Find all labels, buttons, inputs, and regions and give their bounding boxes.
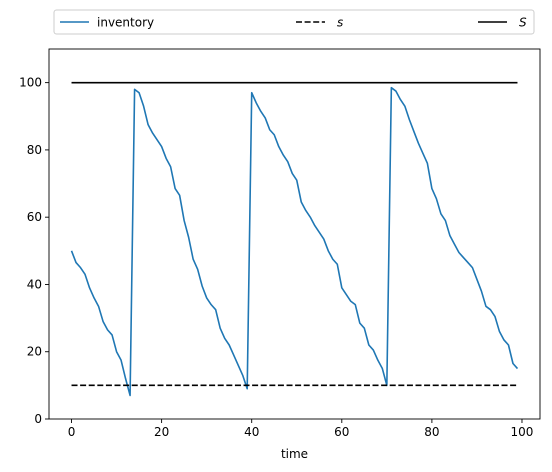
axes: 0 20 40 60 80 100 0 20 40 60 80 100 time <box>19 48 541 461</box>
legend-label-2: S <box>519 16 527 30</box>
y-tick-label: 60 <box>27 210 42 224</box>
axes-frame <box>48 48 541 420</box>
y-tick-label: 20 <box>27 345 42 359</box>
series-line-inventory <box>70 86 519 397</box>
x-tick-label: 20 <box>154 425 169 439</box>
y-tick-label: 40 <box>27 277 42 291</box>
x-tick-label: 60 <box>334 425 349 439</box>
legend-box <box>53 9 535 35</box>
y-tick-label: 0 <box>34 412 42 426</box>
legend-label-0: inventory <box>97 16 154 30</box>
y-tick-label: 100 <box>19 76 42 90</box>
x-tick-label: 80 <box>424 425 439 439</box>
plot-area <box>70 81 519 397</box>
x-axis-label: time <box>281 447 308 461</box>
legend-label-1: s <box>337 16 343 30</box>
x-tick-label: 100 <box>511 425 534 439</box>
legend: inventory s S <box>53 9 535 35</box>
x-tick-label: 40 <box>244 425 259 439</box>
y-tick-label: 80 <box>27 143 42 157</box>
x-tick-label: 0 <box>68 425 76 439</box>
